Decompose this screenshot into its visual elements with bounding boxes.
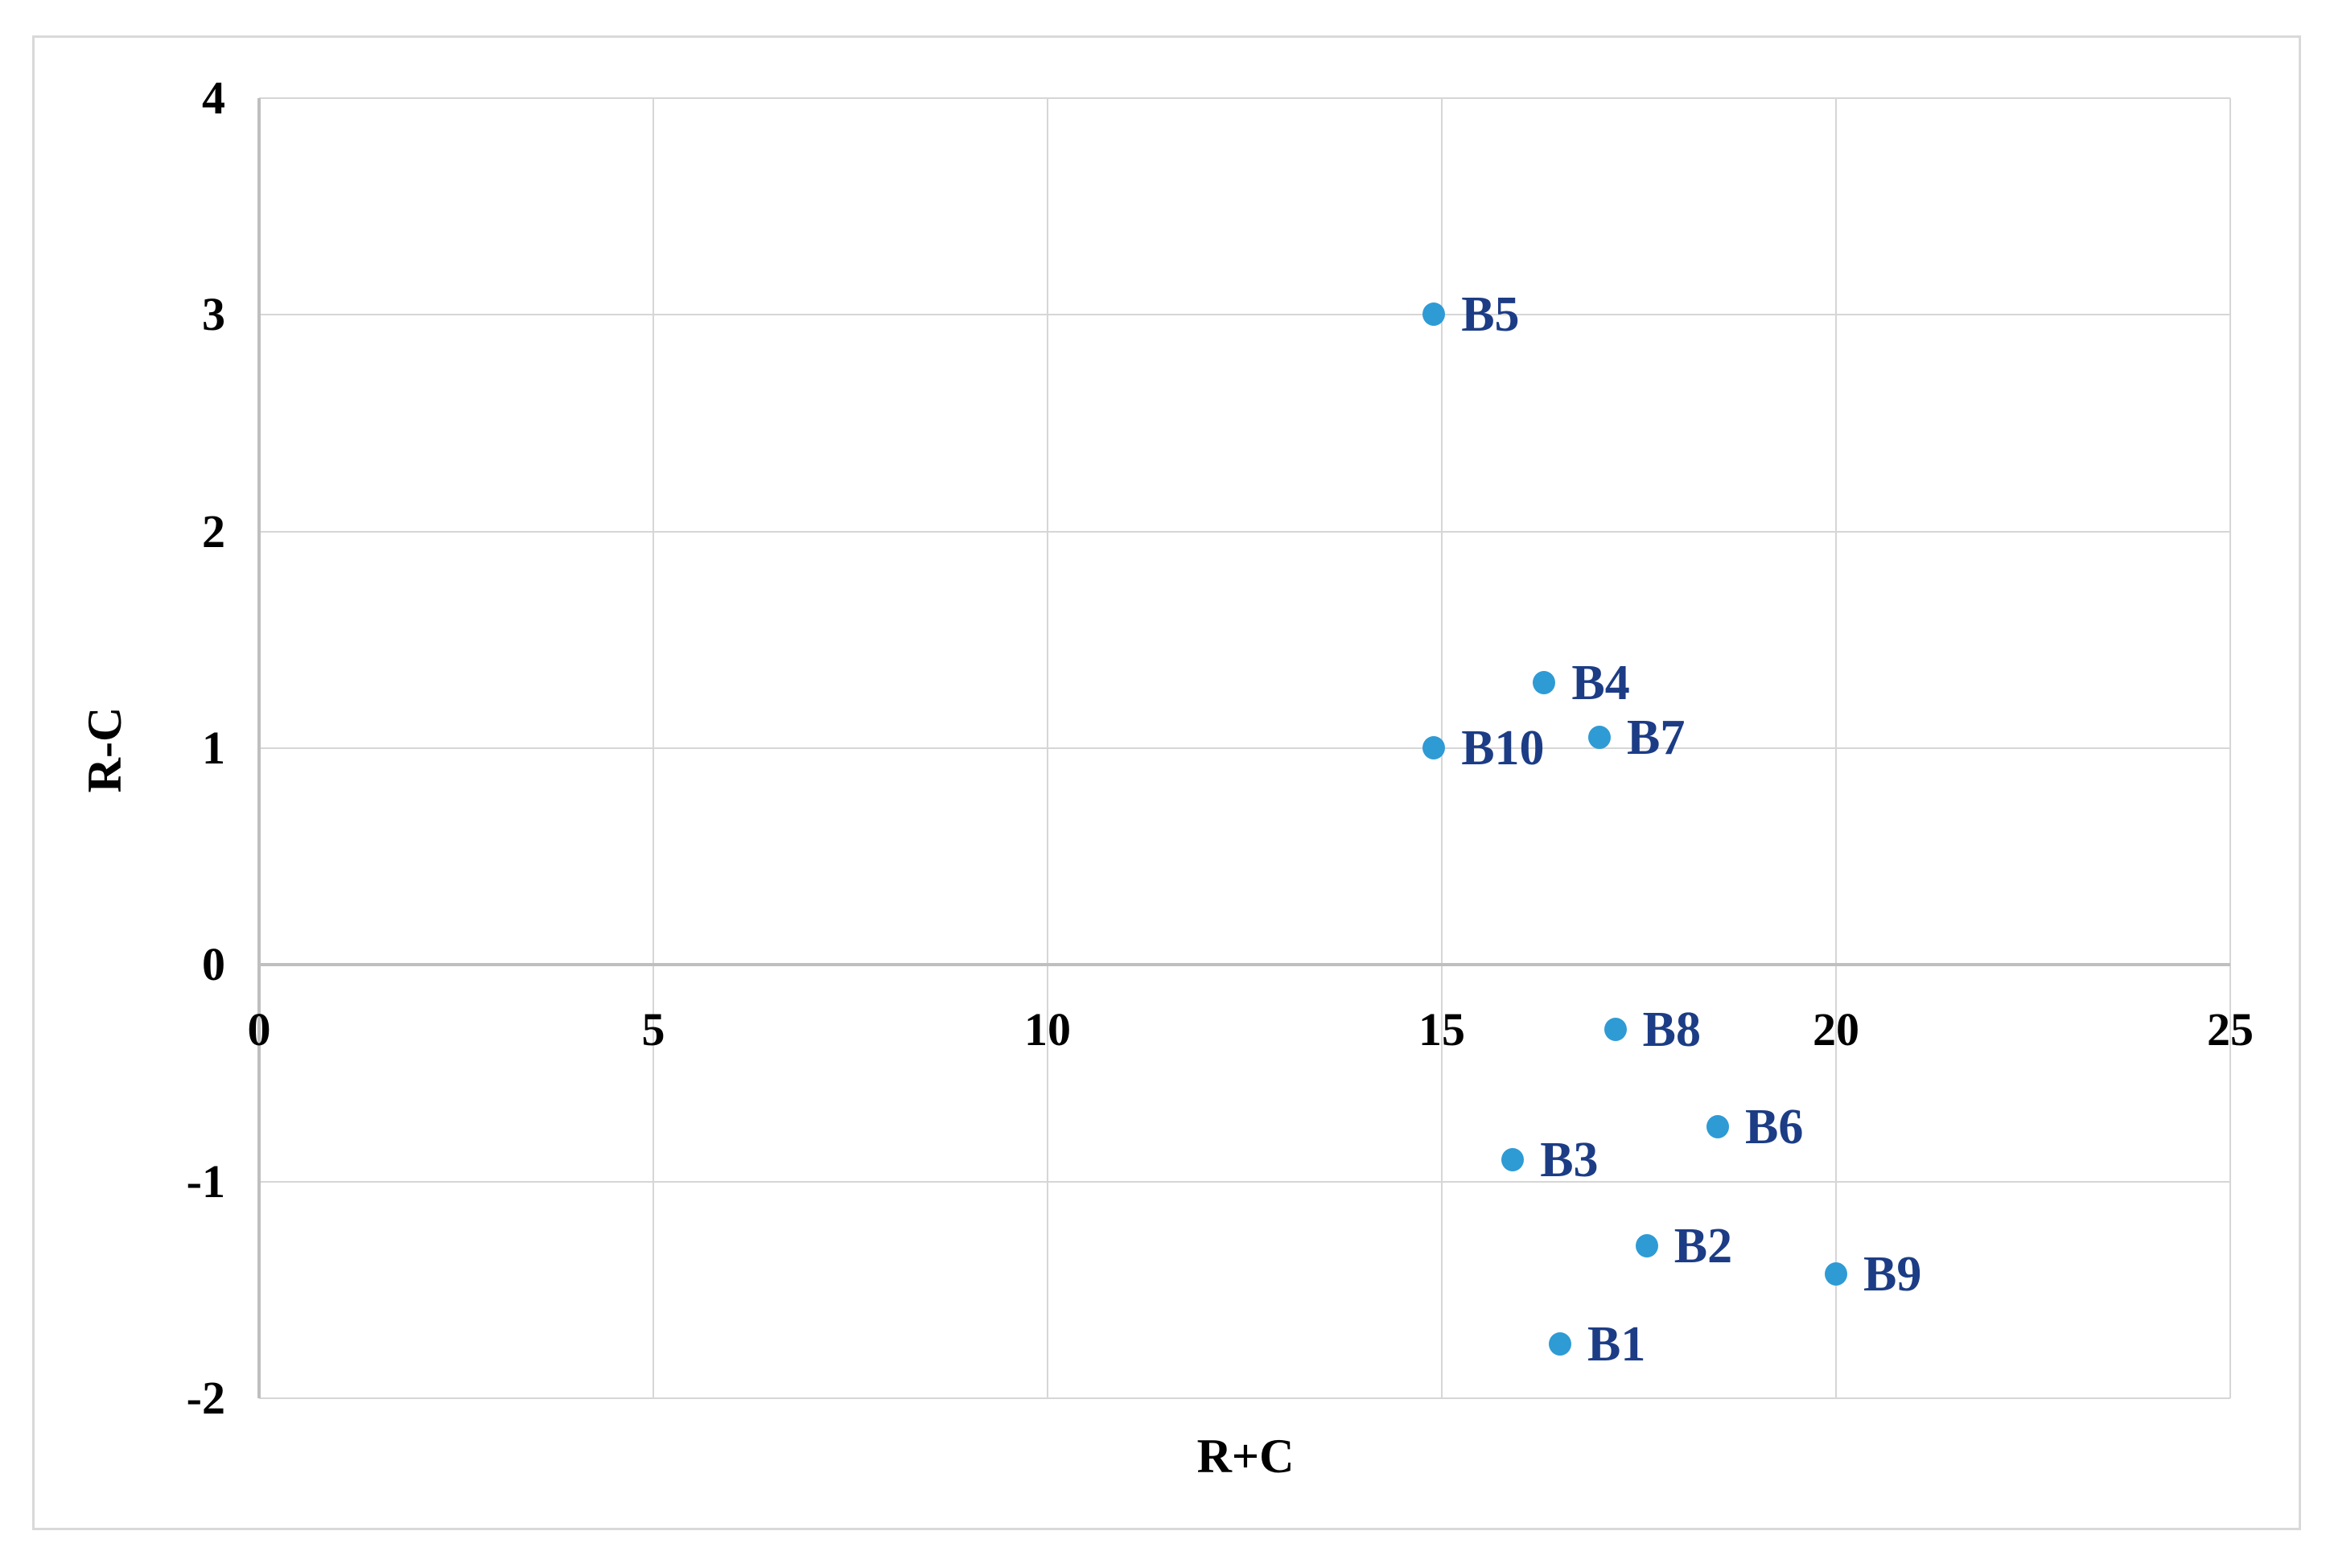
data-point-label-B6: B6 (1745, 1100, 1804, 1155)
data-point-label-B1: B1 (1587, 1316, 1646, 1372)
data-point-marker-B8 (1603, 1018, 1627, 1042)
data-point-marker-B3 (1501, 1147, 1525, 1171)
data-point-label-B7: B7 (1627, 710, 1686, 765)
horizontal-gridline-y3 (259, 314, 2230, 316)
data-point-marker-B7 (1588, 725, 1611, 749)
y-tick-label--2: -2 (186, 1372, 225, 1424)
data-point-label-B9: B9 (1863, 1247, 1922, 1303)
data-point-label-B10: B10 (1461, 721, 1545, 776)
data-point-marker-B2 (1635, 1234, 1658, 1258)
data-point-marker-B10 (1422, 736, 1446, 759)
horizontal-gridline-y4 (259, 97, 2230, 99)
vertical-gridline-x25 (2229, 98, 2231, 1398)
data-point-label-B5: B5 (1461, 287, 1520, 343)
y-tick-label-3: 3 (202, 288, 225, 341)
x-axis-title: R+C (1196, 1430, 1295, 1483)
x-tick-label-15: 15 (1418, 1003, 1465, 1056)
y-axis-line (257, 98, 261, 1398)
data-point-label-B4: B4 (1571, 656, 1630, 711)
data-point-marker-B5 (1422, 302, 1446, 327)
x-axis-line (259, 963, 2230, 967)
x-tick-label-0: 0 (247, 1003, 271, 1056)
data-point-marker-B1 (1549, 1331, 1571, 1356)
data-point-marker-B4 (1533, 671, 1556, 695)
horizontal-gridline-y-1 (259, 1180, 2230, 1183)
data-point-label-B8: B8 (1642, 1002, 1701, 1058)
data-point-label-B2: B2 (1673, 1219, 1733, 1274)
plot-area (257, 97, 2231, 1399)
y-tick-label--1: -1 (186, 1154, 225, 1208)
x-tick-label-10: 10 (1024, 1003, 1071, 1056)
x-tick-label-25: 25 (2207, 1003, 2254, 1056)
y-tick-label-4: 4 (202, 72, 225, 124)
y-tick-label-2: 2 (202, 504, 225, 558)
x-tick-label-5: 5 (641, 1003, 665, 1056)
chart-outer-border (32, 35, 2301, 1530)
data-point-label-B3: B3 (1540, 1132, 1599, 1187)
y-tick-label-0: 0 (202, 938, 225, 991)
horizontal-gridline-y2 (259, 530, 2230, 533)
data-point-marker-B9 (1825, 1262, 1847, 1286)
horizontal-gridline-y-2 (259, 1397, 2230, 1399)
x-tick-label-20: 20 (1813, 1003, 1859, 1056)
y-tick-label-1: 1 (202, 722, 225, 774)
data-point-marker-B6 (1706, 1115, 1729, 1139)
horizontal-gridline-y1 (259, 747, 2230, 749)
